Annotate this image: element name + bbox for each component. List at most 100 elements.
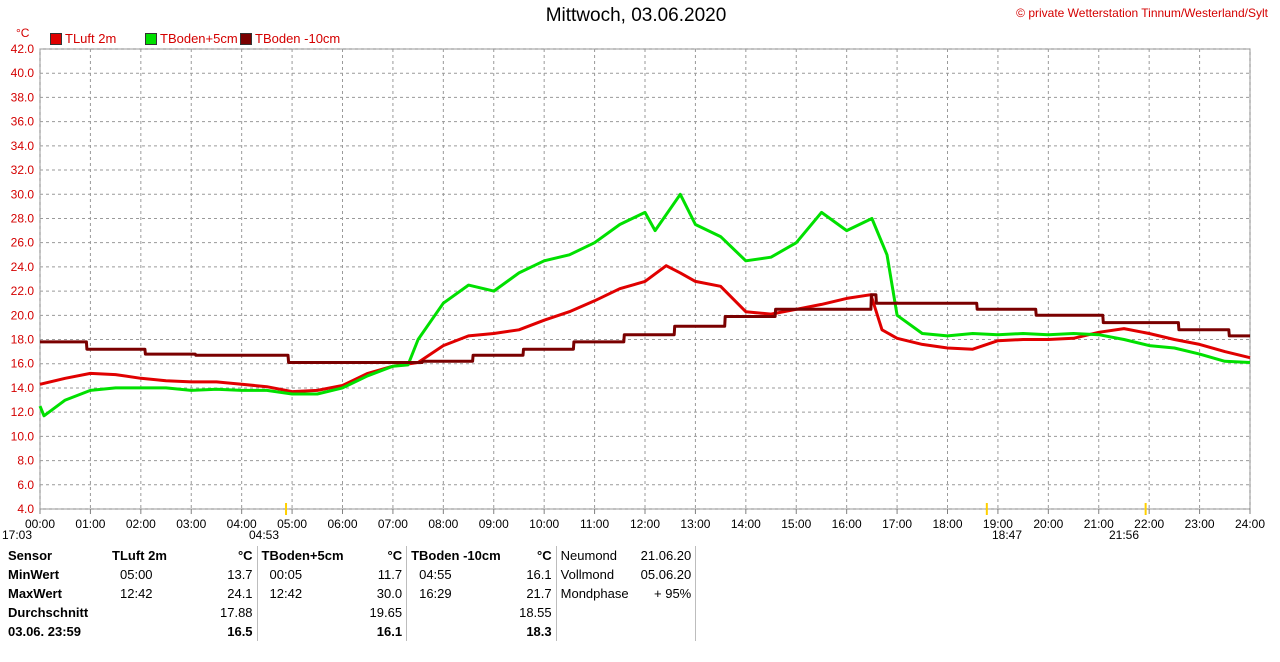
x-tick-label: 15:00 — [781, 517, 811, 531]
y-tick-label: 28.0 — [11, 211, 35, 225]
legend-label-tboden5: TBoden+5cm — [160, 31, 238, 46]
x-tick-label: 03:00 — [176, 517, 206, 531]
x-tick-label: 08:00 — [428, 517, 458, 531]
stats-cell — [108, 622, 216, 641]
x-tick-label: 13:00 — [680, 517, 710, 531]
stats-cell: 12:42 — [120, 586, 153, 601]
stats-row-min: MinWert 05:00 13.7 00:05 11.7 04:55 16.1… — [4, 565, 697, 584]
y-tick-label: 8.0 — [17, 454, 34, 468]
stats-header-unit: °C — [515, 546, 557, 565]
x-tick-label: 05:00 — [277, 517, 307, 531]
chart-title: Mittwoch, 03.06.2020 — [545, 5, 727, 26]
stats-cell — [407, 622, 516, 641]
y-tick-label: 16.0 — [11, 357, 35, 371]
stats-header-unit: °C — [365, 546, 408, 565]
x-tick-label: 09:00 — [479, 517, 509, 531]
y-tick-label: 30.0 — [11, 187, 35, 201]
x-tick-label: 19:00 — [983, 517, 1013, 531]
stats-row-label: MaxWert — [8, 586, 62, 601]
stats-header-row: Sensor TLuft 2m °C TBoden+5cm °C TBoden … — [4, 546, 697, 565]
stats-header-tboden10: TBoden -10cm — [411, 548, 501, 563]
temperature-chart: 4.0 6.0 8.0 10.0 12.0 14.0 16.0 18.0 20.0 22.0 24.… — [11, 42, 1266, 531]
stats-cell — [108, 603, 216, 622]
stats-row-label: Durchschnitt — [8, 605, 89, 620]
stats-cell — [407, 603, 516, 622]
stats-cell: 16.5 — [216, 622, 258, 641]
x-tick-label: 20:00 — [1033, 517, 1063, 531]
stats-cell: 18.55 — [515, 603, 557, 622]
moon-value: 05.06.20 — [636, 565, 697, 584]
legend-label-tluft: TLuft 2m — [65, 31, 117, 46]
y-tick-label: 40.0 — [11, 66, 35, 80]
moon-label: Vollmond — [560, 567, 615, 582]
stats-cell: 13.7 — [216, 565, 258, 584]
x-tick-label: 16:00 — [832, 517, 862, 531]
y-tick-label: 34.0 — [11, 139, 35, 153]
moon-label: Mondphase — [560, 586, 629, 601]
stats-cell: 30.0 — [365, 584, 408, 603]
legend-swatch-tboden5 — [145, 32, 157, 45]
x-tick-label: 11:00 — [580, 517, 609, 531]
stats-cell: 19.65 — [365, 603, 408, 622]
stats-cell: 04:55 — [419, 567, 452, 582]
stats-cell: 12:42 — [269, 586, 303, 601]
series-line-1 — [38, 192, 1251, 418]
moon-value: 21.06.20 — [636, 546, 697, 565]
stats-cell: 17.88 — [216, 603, 258, 622]
copyright-text: © private Wetterstation Tinnum/Westerlan… — [1016, 6, 1268, 20]
y-tick-label: 36.0 — [11, 115, 35, 129]
event-sunrise: 04:53 — [249, 528, 280, 542]
stats-header-tluft: TLuft 2m — [112, 548, 167, 563]
stats-row-current: 03.06. 23:59 16.5 16.1 18.3 — [4, 622, 697, 641]
x-tick-label: 01:00 — [75, 517, 105, 531]
moon-value: + 95% — [636, 584, 697, 603]
x-tick-label: 02:00 — [126, 517, 156, 531]
stats-cell: 16.1 — [365, 622, 408, 641]
y-tick-label: 12.0 — [11, 405, 35, 419]
legend-item-tboden10: TBoden -10cm — [240, 31, 340, 46]
x-tick-label: 22:00 — [1134, 517, 1164, 531]
moon-label: Neumond — [560, 548, 618, 563]
series-line-2 — [40, 293, 1250, 364]
y-tick-label: 42.0 — [11, 42, 35, 56]
x-tick-label: 23:00 — [1185, 517, 1215, 531]
event-moonrise: 21:56 — [1109, 528, 1140, 542]
x-tick-label: 21:00 — [1084, 517, 1114, 531]
legend-item-tboden5: TBoden+5cm — [145, 31, 238, 46]
x-tick-label: 17:00 — [882, 517, 912, 531]
stats-cell — [257, 622, 366, 641]
legend-item-tluft: TLuft 2m — [50, 31, 116, 46]
stats-cell: 16:29 — [419, 586, 452, 601]
legend-swatch-tboden10 — [240, 32, 252, 45]
stats-row-max: MaxWert 12:42 24.1 12:42 30.0 16:29 21.7… — [4, 584, 697, 603]
event-sunset: 18:47 — [992, 528, 1023, 542]
y-tick-label: 10.0 — [11, 429, 35, 443]
legend-swatch-tluft — [50, 32, 62, 45]
x-tick-label: 24:00 — [1235, 517, 1265, 531]
y-tick-label: 18.0 — [11, 333, 35, 347]
y-tick-label: 38.0 — [11, 90, 35, 104]
x-tick-label: 07:00 — [378, 517, 408, 531]
y-tick-label: 26.0 — [11, 236, 35, 250]
stats-cell: 18.3 — [515, 622, 557, 641]
y-tick-label: 14.0 — [11, 381, 35, 395]
x-tick-label: 10:00 — [529, 517, 559, 531]
stats-cell: 16.1 — [515, 565, 557, 584]
y-axis-unit: °C — [16, 26, 30, 40]
x-tick-label: 04:00 — [227, 517, 257, 531]
x-tick-label: 14:00 — [731, 517, 761, 531]
y-tick-label: 6.0 — [17, 478, 34, 492]
stats-cell: 21.7 — [515, 584, 557, 603]
y-tick-label: 4.0 — [17, 502, 34, 516]
stats-header-tboden5: TBoden+5cm — [261, 548, 344, 563]
y-tick-label: 24.0 — [11, 260, 35, 274]
x-tick-label: 00:00 — [25, 517, 55, 531]
stats-table: Sensor TLuft 2m °C TBoden+5cm °C TBoden … — [4, 546, 697, 641]
stats-cell: 00:05 — [269, 567, 303, 582]
stats-cell: 05:00 — [120, 567, 153, 582]
stats-cell — [257, 603, 366, 622]
stats-cell: 11.7 — [365, 565, 408, 584]
legend-label-tboden10: TBoden -10cm — [255, 31, 341, 46]
stats-row-label: MinWert — [8, 567, 60, 582]
stats-row-label: 03.06. 23:59 — [8, 624, 82, 639]
